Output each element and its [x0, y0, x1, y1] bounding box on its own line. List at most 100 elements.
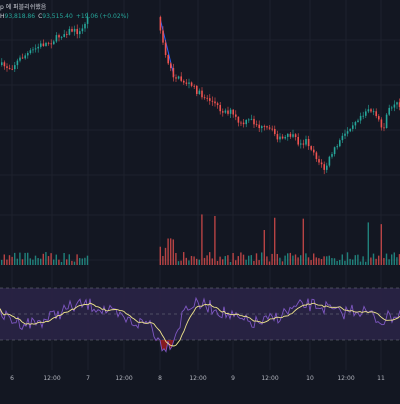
candle-body [42, 43, 45, 46]
volume-bar [357, 254, 359, 265]
candle-body [201, 90, 203, 98]
candle-body [37, 46, 39, 49]
volume-bar [42, 253, 44, 265]
candlestick-series[interactable] [1, 12, 400, 175]
volume-bar [183, 252, 185, 265]
volume-bar [27, 252, 29, 265]
candle-body [297, 136, 299, 145]
volume-bar [388, 259, 390, 265]
volume-bar [367, 222, 369, 265]
time-axis[interactable]: 6 12:00 7 12:00 8 12:00 9 12:00 10 12:00 11 [10, 375, 385, 382]
volume-bar [76, 254, 78, 265]
candle-body [170, 63, 172, 69]
candle-body [193, 85, 195, 87]
rsi-line [0, 296, 400, 353]
candle-body [24, 55, 26, 59]
candle-body [21, 57, 24, 59]
time-axis-label: 12:00 [261, 375, 278, 382]
volume-bar [349, 258, 351, 265]
candle-body [71, 28, 73, 32]
candle-body [222, 111, 224, 113]
volume-bar [271, 253, 273, 265]
candle-body [385, 114, 388, 128]
volume-bar [240, 252, 242, 265]
volume-bar [63, 252, 65, 265]
candle-body [274, 128, 276, 135]
volume-bar [40, 258, 42, 265]
volume-bar [294, 254, 297, 265]
volume-bar [323, 256, 325, 265]
volume-bar [383, 257, 385, 265]
volume-bar [34, 255, 37, 265]
candle-body [344, 133, 346, 136]
volume-bar [177, 261, 180, 265]
volume-bar [227, 255, 229, 265]
candle-body [365, 111, 367, 116]
candle-body [279, 136, 281, 140]
candle-body [196, 85, 198, 94]
volume-bar [352, 259, 354, 265]
candle-body [211, 100, 214, 102]
volume-bar [1, 259, 3, 265]
candle-body [300, 143, 302, 145]
volume-bar [250, 255, 252, 265]
volume-bar [346, 252, 349, 265]
candle-body [341, 135, 344, 141]
candle-body [60, 36, 63, 38]
candle-body [362, 115, 364, 117]
volume-bar [16, 258, 18, 265]
volume-bar [284, 255, 286, 265]
candle-body [209, 98, 211, 101]
drawn-trend-line[interactable] [159, 17, 175, 77]
volume-bar [50, 253, 52, 265]
candle-body [86, 16, 89, 24]
candle-body [378, 116, 380, 120]
candle-body [292, 134, 294, 137]
volume-bar [37, 258, 39, 265]
rsi-moving-average-line [0, 302, 400, 347]
volume-bar [391, 254, 393, 265]
candle-body [66, 34, 68, 35]
candle-body [255, 124, 258, 126]
volume-bar [328, 255, 330, 265]
volume-bar [53, 259, 55, 265]
volume-bar [14, 252, 16, 265]
volume-bar [24, 252, 26, 265]
volume-bar [310, 260, 312, 265]
candle-body [380, 119, 383, 128]
candle-body [352, 125, 354, 129]
candle-body [185, 82, 188, 84]
volume-bar [292, 255, 294, 265]
volume-bar [162, 255, 164, 265]
volume-bar [32, 259, 34, 265]
volume-bar [209, 252, 211, 265]
volume-bar [300, 255, 302, 265]
candle-body [14, 65, 16, 70]
candle-body [63, 34, 65, 37]
volume-bar [297, 257, 299, 265]
volume-bar [180, 260, 182, 265]
rsi-pane[interactable] [0, 287, 400, 353]
volume-bar [245, 259, 247, 265]
candle-body [190, 82, 193, 86]
time-axis-label: 11 [377, 375, 385, 382]
volume-bar [385, 253, 388, 265]
candle-body [318, 159, 320, 163]
volume-bar [167, 238, 169, 265]
time-axis-label: 10 [306, 375, 314, 382]
candle-body [383, 127, 385, 129]
candle-body [240, 122, 242, 124]
candle-body [323, 164, 325, 170]
candle-body [58, 35, 60, 38]
candle-body [250, 118, 253, 120]
candle-body [302, 143, 305, 145]
volume-bar [8, 255, 11, 265]
candle-body [19, 57, 21, 61]
volume-bar [365, 261, 367, 265]
volume-bar [266, 256, 268, 265]
candle-body [315, 152, 318, 160]
candle-body [393, 104, 396, 108]
volume-bar [11, 256, 13, 265]
